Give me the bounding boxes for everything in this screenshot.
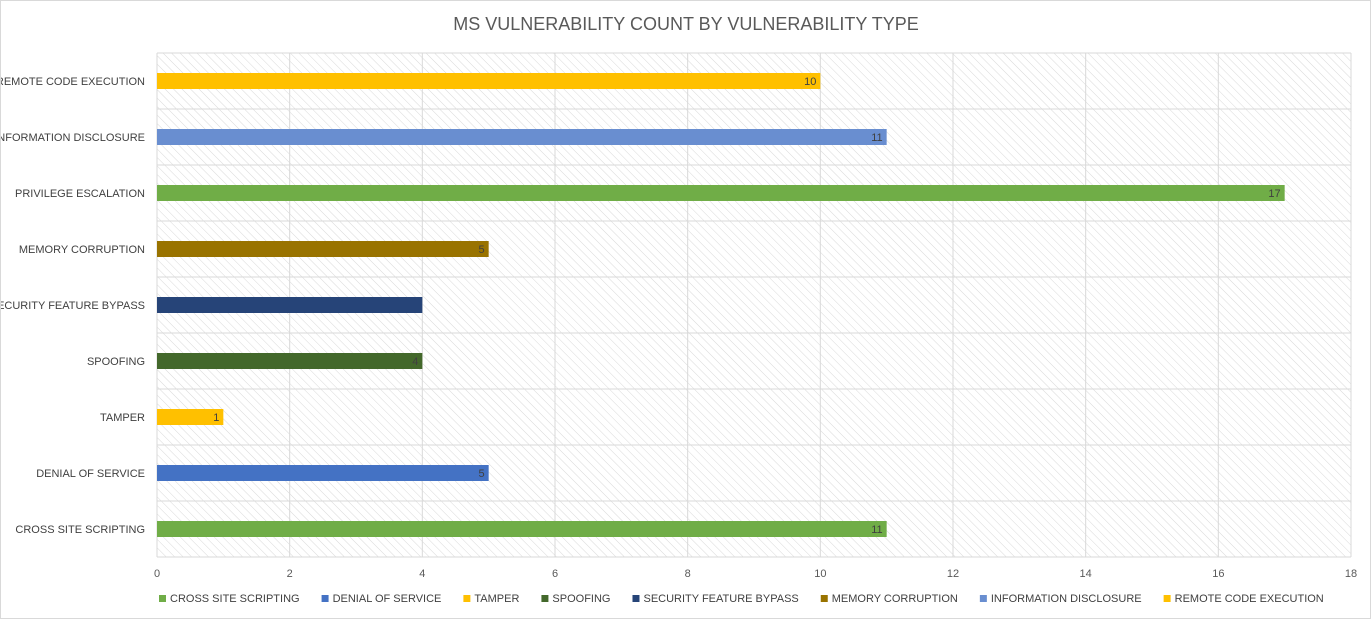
bar-memory-corruption[interactable] — [157, 241, 489, 257]
legend-label: MEMORY CORRUPTION — [832, 593, 958, 605]
bar-security-feature-bypass[interactable] — [157, 297, 423, 313]
legend-label: DENIAL OF SERVICE — [333, 593, 442, 605]
x-tick-label: 2 — [287, 568, 293, 580]
x-tick-label: 8 — [685, 568, 691, 580]
legend-label: INFORMATION DISCLOSURE — [991, 593, 1142, 605]
category-axis: CROSS SITE SCRIPTING DENIAL OF SERVICE TAM… — [1, 76, 145, 536]
data-label-remote-code-execution: 10 — [804, 76, 816, 88]
legend-swatch — [632, 595, 640, 602]
x-tick-label: 16 — [1212, 568, 1224, 580]
legend-swatch — [820, 595, 828, 602]
category-label-cross-site-scripting: CROSS SITE SCRIPTING — [15, 524, 145, 536]
data-label-information-disclosure: 11 — [871, 132, 882, 144]
bar-privilege-escalation[interactable] — [157, 185, 1285, 201]
legend-item-remote-code-execution[interactable]: REMOTE CODE EXECUTION — [1163, 593, 1324, 605]
legend-swatch — [1163, 595, 1171, 602]
legend-item-cross-site-scripting[interactable]: CROSS SITE SCRIPTING — [159, 593, 300, 605]
bar-spoofing[interactable] — [157, 353, 423, 369]
category-label-spoofing: SPOOFING — [87, 356, 145, 368]
bar-information-disclosure[interactable] — [157, 129, 887, 145]
x-tick-label: 6 — [552, 568, 558, 580]
x-tick-label: 0 — [154, 568, 160, 580]
bar-tamper[interactable] — [157, 409, 224, 425]
legend-item-spoofing[interactable]: SPOOFING — [541, 593, 610, 605]
legend-swatch — [979, 595, 987, 602]
bars — [157, 73, 1285, 537]
category-label-remote-code-execution: REMOTE CODE EXECUTION — [1, 76, 145, 88]
legend-item-information-disclosure[interactable]: INFORMATION DISCLOSURE — [979, 593, 1142, 605]
legend-item-security-feature-bypass[interactable]: SECURITY FEATURE BYPASS — [632, 593, 799, 605]
bar-cross-site-scripting[interactable] — [157, 521, 887, 537]
category-label-tamper: TAMPER — [100, 412, 145, 424]
bar-remote-code-execution[interactable] — [157, 73, 821, 89]
legend-item-tamper[interactable]: TAMPER — [463, 593, 519, 605]
data-labels: 11 5 1 4 5 17 11 10 — [213, 76, 1280, 536]
legend-swatch — [463, 595, 471, 602]
bar-denial-of-service[interactable] — [157, 465, 489, 481]
category-label-denial-of-service: DENIAL OF SERVICE — [36, 468, 145, 480]
legend-item-denial-of-service[interactable]: DENIAL OF SERVICE — [321, 593, 442, 605]
legend-label: SECURITY FEATURE BYPASS — [643, 593, 798, 605]
legend-item-memory-corruption[interactable]: MEMORY CORRUPTION — [820, 593, 958, 605]
x-tick-label: 14 — [1080, 568, 1092, 580]
chart-title: MS VULNERABILITY COUNT BY VULNERABILITY … — [453, 14, 919, 34]
data-label-memory-corruption: 5 — [479, 244, 485, 256]
category-label-security-feature-bypass: SECURITY FEATURE BYPASS — [1, 300, 145, 312]
data-label-spoofing: 4 — [412, 356, 418, 368]
category-label-information-disclosure: INFORMATION DISCLOSURE — [1, 132, 145, 144]
value-axis: 0 2 4 6 8 10 12 14 16 18 — [154, 568, 1357, 580]
data-label-denial-of-service: 5 — [479, 468, 485, 480]
legend-label: REMOTE CODE EXECUTION — [1175, 593, 1324, 605]
x-tick-label: 10 — [814, 568, 826, 580]
legend-label: TAMPER — [474, 593, 519, 605]
data-label-privilege-escalation: 17 — [1268, 188, 1280, 200]
x-tick-label: 4 — [419, 568, 425, 580]
category-label-memory-corruption: MEMORY CORRUPTION — [19, 244, 145, 256]
x-tick-label: 12 — [947, 568, 959, 580]
x-tick-label: 18 — [1345, 568, 1357, 580]
legend-swatch — [541, 595, 549, 602]
legend[interactable]: CROSS SITE SCRIPTING DENIAL OF SERVICE TAM… — [159, 593, 1324, 605]
category-label-privilege-escalation: PRIVILEGE ESCALATION — [15, 188, 145, 200]
data-label-tamper: 1 — [213, 412, 219, 424]
data-label-cross-site-scripting: 11 — [871, 524, 882, 536]
legend-label: SPOOFING — [552, 593, 610, 605]
legend-swatch — [159, 595, 166, 602]
legend-label: CROSS SITE SCRIPTING — [170, 593, 300, 605]
legend-swatch — [321, 595, 329, 602]
